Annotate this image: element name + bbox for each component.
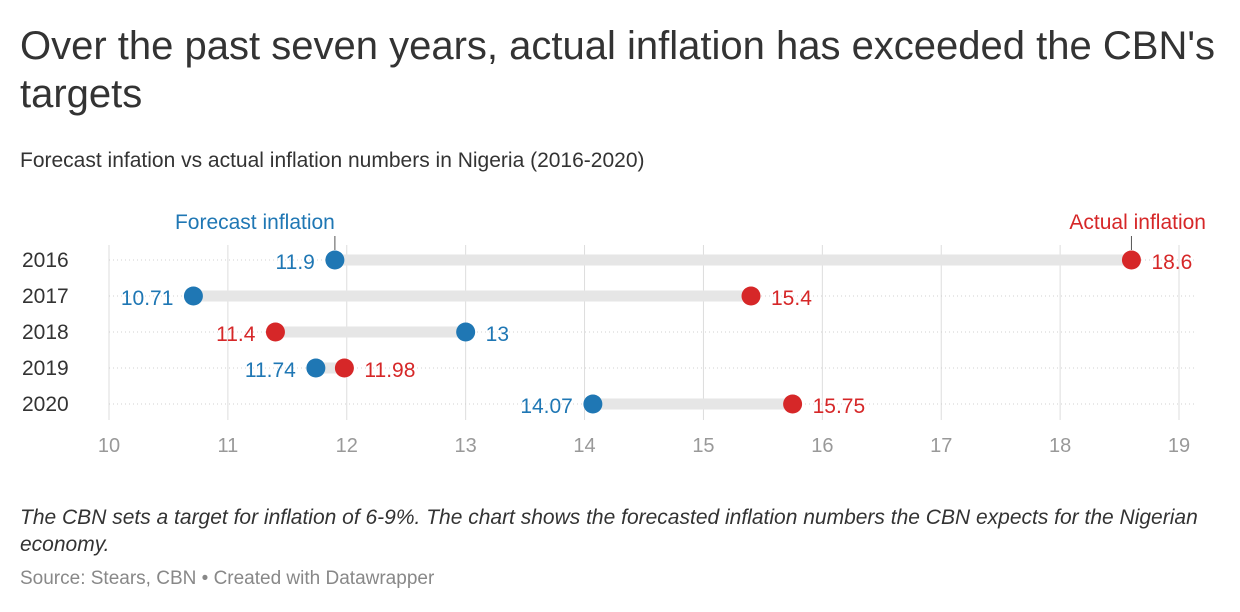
chart-footer: Source: Stears, CBN • Created with Dataw… <box>20 567 1220 591</box>
range-dot-chart: 10 11 12 13 14 15 16 17 18 19 2016 2017 2018 2019 2020… <box>22 211 1206 457</box>
actual-value-label: 15.4 <box>771 287 812 310</box>
x-tick-label: 12 <box>336 435 358 457</box>
gridlines <box>108 245 1196 420</box>
chart-subtitle: Forecast infation vs actual inflation nu… <box>20 149 645 172</box>
actual-point <box>741 286 761 306</box>
footer-separator: • <box>196 568 214 589</box>
x-tick-label: 16 <box>811 435 833 457</box>
source-text: Source: Stears, CBN <box>20 568 197 589</box>
category-label: 2018 <box>22 321 69 344</box>
credit-text: Created with Datawrapper <box>213 568 435 589</box>
chart-labels: 10 11 12 13 14 15 16 17 18 19 2016 2017 2018 2019 2020… <box>22 211 1206 457</box>
category-label: 2016 <box>22 249 69 272</box>
chart-notes: The CBN sets a target for inflation of 6… <box>20 506 1198 556</box>
forecast-point <box>583 394 603 414</box>
actual-value-label: 18.6 <box>1151 251 1192 274</box>
data-points <box>183 250 1141 414</box>
forecast-point <box>456 322 476 342</box>
forecast-value-label: 10.71 <box>121 287 174 310</box>
forecast-value-label: 11.74 <box>245 359 296 382</box>
actual-point <box>334 358 354 378</box>
range-bars <box>193 254 1132 410</box>
actual-value-label: 11.98 <box>364 359 415 382</box>
category-label: 2017 <box>22 285 69 308</box>
chart-title: Over the past seven years, actual inflat… <box>20 24 1215 116</box>
x-tick-label: 18 <box>1049 435 1071 457</box>
actual-value-label: 15.75 <box>813 395 866 418</box>
forecast-value-label: 13 <box>486 323 509 346</box>
actual-point <box>1121 250 1141 270</box>
x-tick-label: 11 <box>218 435 239 457</box>
forecast-value-label: 11.9 <box>276 251 315 274</box>
actual-point <box>265 322 285 342</box>
forecast-point <box>183 286 203 306</box>
x-tick-label: 17 <box>930 435 952 457</box>
category-label: 2020 <box>22 393 69 416</box>
actual-point <box>783 394 803 414</box>
x-tick-label: 14 <box>573 435 595 457</box>
forecast-point <box>325 250 345 270</box>
actual-value-label: 11.4 <box>216 323 256 346</box>
forecast-legend-label: Forecast inflation <box>175 211 335 234</box>
forecast-point <box>306 358 326 378</box>
x-tick-label: 19 <box>1168 435 1190 457</box>
category-label: 2019 <box>22 357 69 380</box>
x-tick-label: 10 <box>98 435 120 457</box>
actual-legend-label: Actual inflation <box>1069 211 1206 234</box>
x-tick-label: 15 <box>692 435 714 457</box>
forecast-value-label: 14.07 <box>520 395 573 418</box>
x-tick-label: 13 <box>455 435 477 457</box>
